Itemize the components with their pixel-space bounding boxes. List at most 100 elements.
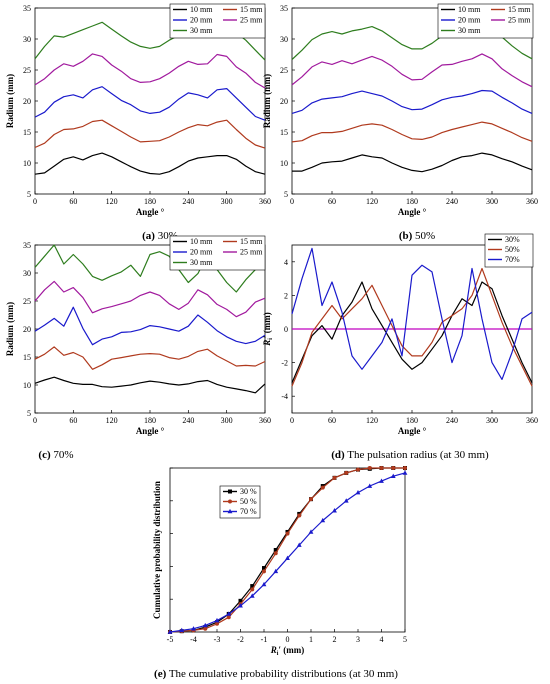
data-point bbox=[250, 587, 255, 592]
x-tick-label: 60 bbox=[328, 197, 336, 206]
legend-label: 10 mm bbox=[190, 237, 213, 246]
x-tick-label: 240 bbox=[446, 197, 458, 206]
data-point bbox=[262, 569, 266, 574]
y-tick-label: 35 bbox=[280, 4, 288, 13]
legend-marker bbox=[228, 489, 232, 494]
data-point bbox=[332, 508, 337, 513]
x-tick-label: 240 bbox=[182, 416, 194, 425]
x-tick-label: 60 bbox=[328, 416, 336, 425]
legend-label: 70% bbox=[505, 255, 520, 264]
legend-label: 30% bbox=[505, 235, 520, 244]
x-tick-label: 180 bbox=[406, 416, 418, 425]
y-tick-label: 30 bbox=[23, 35, 31, 44]
y-axis-label: Radium (mm) bbox=[5, 74, 15, 128]
x-axis-label: Angle ° bbox=[398, 207, 427, 217]
data-point bbox=[379, 478, 384, 483]
x-tick-label: 0 bbox=[290, 416, 294, 425]
x-tick-label: 180 bbox=[144, 197, 156, 206]
legend-label: 30 mm bbox=[190, 26, 213, 35]
data-point bbox=[226, 611, 232, 616]
legend-label: 70 % bbox=[240, 507, 257, 516]
x-tick-label: 0 bbox=[286, 635, 290, 644]
legend-label: 30 % bbox=[240, 487, 257, 496]
legend-label: 10 mm bbox=[190, 5, 213, 14]
series-line-1 bbox=[34, 346, 266, 370]
x-tick-label: 360 bbox=[526, 416, 538, 425]
y-tick-label: 25 bbox=[280, 66, 288, 75]
data-point bbox=[285, 555, 290, 560]
data-point bbox=[332, 475, 337, 480]
y-tick-label: -4 bbox=[281, 392, 288, 401]
chart-panel-c: 0 60 120 180 240 300 360 5 10 15 20 25 30 35 Angle ° Ra… bbox=[5, 235, 271, 436]
data-point bbox=[249, 593, 255, 598]
series-line-2 bbox=[34, 306, 266, 346]
legend-marker bbox=[227, 508, 233, 514]
y-tick-label: 20 bbox=[23, 325, 31, 334]
data-point bbox=[238, 603, 243, 608]
data-point bbox=[355, 490, 361, 495]
series-line-2 bbox=[291, 89, 533, 114]
x-tick-label: 120 bbox=[106, 197, 118, 206]
x-tick-label: 0 bbox=[290, 197, 294, 206]
series-line-2 bbox=[34, 86, 266, 121]
data-point bbox=[320, 485, 325, 490]
x-tick-label: 120 bbox=[366, 416, 378, 425]
x-tick-label: 120 bbox=[106, 416, 118, 425]
x-tick-label: -3 bbox=[214, 635, 221, 644]
legend-label: 10 mm bbox=[458, 5, 481, 14]
y-tick-label: 20 bbox=[280, 97, 288, 106]
y-axis-label: Ri′ (mm) bbox=[262, 312, 274, 346]
chart-panel-e: -5 -4 -3 -2 -1 0 1 2 3 4 5 Ri′ (mm) Cumulative proba… bbox=[152, 466, 408, 657]
series-line-0 bbox=[291, 281, 533, 384]
data-point bbox=[202, 622, 208, 628]
x-tick-label: 0 bbox=[33, 197, 37, 206]
x-tick-label: 180 bbox=[144, 416, 156, 425]
legend-label: 30 mm bbox=[190, 258, 213, 267]
y-tick-label: -2 bbox=[281, 359, 288, 368]
data-point bbox=[214, 617, 220, 623]
y-tick-label: 15 bbox=[23, 128, 31, 137]
data-point bbox=[344, 470, 349, 475]
series-line-1 bbox=[291, 267, 533, 387]
data-point bbox=[367, 483, 373, 488]
x-tick-label: 300 bbox=[486, 416, 498, 425]
y-tick-label: 5 bbox=[27, 409, 31, 418]
x-tick-label: 1 bbox=[309, 635, 313, 644]
legend-label: 15 mm bbox=[240, 237, 263, 246]
data-point bbox=[262, 566, 266, 571]
y-tick-label: 25 bbox=[23, 297, 31, 306]
legend-marker bbox=[228, 499, 232, 504]
data-point bbox=[167, 629, 173, 634]
legend-label: 25 mm bbox=[240, 248, 263, 257]
series-line-3 bbox=[34, 53, 266, 89]
chart-panel-a: 0 60 120 180 240 300 360 5 10 15 20 25 30 35 Angle ° Ra… bbox=[5, 3, 271, 217]
data-point bbox=[273, 568, 279, 574]
data-point bbox=[309, 497, 313, 502]
series-line-1 bbox=[169, 467, 405, 633]
data-point bbox=[179, 627, 185, 633]
caption-d: (d) The pulsation radius (at 30 mm) bbox=[331, 449, 489, 461]
y-tick-label: 30 bbox=[23, 269, 31, 278]
x-tick-label: 180 bbox=[406, 197, 418, 206]
series-line-3 bbox=[34, 280, 266, 318]
x-tick-label: 4 bbox=[380, 635, 384, 644]
data-point bbox=[297, 513, 302, 518]
x-tick-label: -2 bbox=[237, 635, 244, 644]
data-point bbox=[390, 473, 396, 478]
data-point bbox=[215, 621, 219, 626]
legend-label: 25 mm bbox=[240, 16, 263, 25]
x-tick-label: 60 bbox=[69, 416, 77, 425]
x-tick-label: 300 bbox=[221, 197, 233, 206]
data-point bbox=[238, 598, 243, 603]
data-point bbox=[391, 466, 396, 470]
data-point bbox=[320, 517, 326, 523]
data-point bbox=[203, 626, 208, 631]
series-line-3 bbox=[291, 53, 533, 88]
series-line-0 bbox=[169, 467, 405, 633]
legend-label: 20 mm bbox=[190, 16, 213, 25]
data-point bbox=[343, 498, 349, 503]
legend-label: 50 % bbox=[240, 497, 257, 506]
y-tick-label: 15 bbox=[23, 353, 31, 362]
x-tick-label: 360 bbox=[259, 416, 271, 425]
